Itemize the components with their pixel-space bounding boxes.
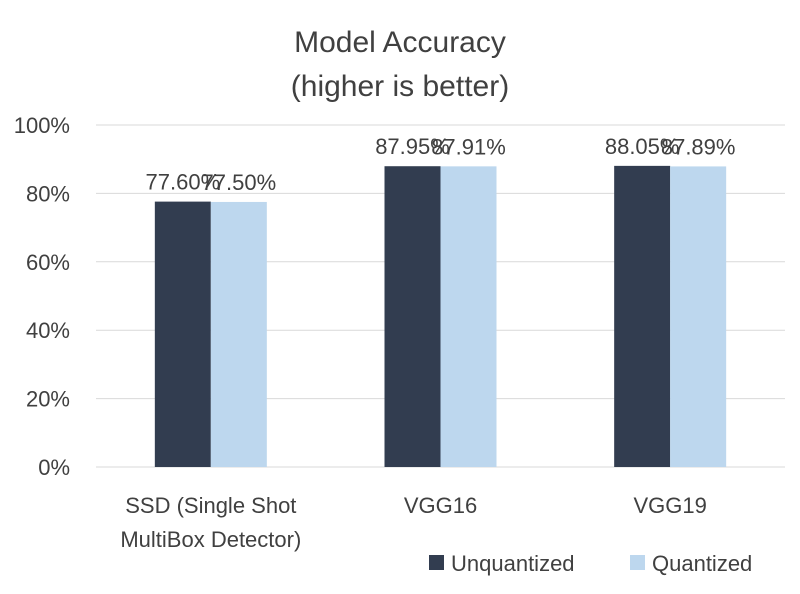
data-label: 88.05% [605, 134, 680, 159]
bar-quantized [440, 166, 497, 468]
data-label: 77.60% [146, 170, 221, 195]
bar-unquantized [384, 166, 441, 467]
legend-swatch-quantized [630, 555, 645, 570]
data-label: 77.50% [202, 170, 277, 195]
bar-unquantized [154, 201, 211, 467]
bar-quantized [670, 166, 727, 467]
data-label: 87.89% [661, 134, 736, 159]
data-label: 87.91% [431, 134, 506, 159]
x-category-label: SSD (Single Shot [125, 493, 296, 518]
y-tick-label: 60% [26, 250, 70, 275]
legend-label-quantized: Quantized [652, 551, 752, 576]
chart-subtitle: (higher is better) [291, 70, 509, 103]
x-category-label: VGG16 [404, 493, 477, 518]
bars [154, 165, 727, 468]
bar-quantized [210, 201, 267, 467]
x-category-label: MultiBox Detector) [120, 527, 301, 552]
y-tick-label: 100% [14, 113, 70, 138]
legend-swatch-unquantized [429, 555, 444, 570]
chart-title: Model Accuracy [294, 26, 506, 59]
x-category-label: VGG19 [633, 493, 706, 518]
x-axis-categories: SSD (Single Shot MultiBox Detector) VGG16 V… [120, 493, 706, 552]
y-tick-label: 80% [26, 181, 70, 206]
y-tick-label: 20% [26, 387, 70, 412]
y-axis-ticks: 0% 20% 40% 60% 80% 100% [14, 113, 70, 480]
y-tick-label: 40% [26, 318, 70, 343]
legend: Unquantized Quantized [429, 551, 752, 576]
y-tick-label: 0% [38, 455, 70, 480]
bar-unquantized [614, 165, 671, 467]
legend-label-unquantized: Unquantized [451, 551, 575, 576]
data-labels: 77.60%77.50% 87.95%87.91% 88.05%87.89% [146, 134, 736, 195]
data-label: 87.95% [375, 134, 450, 159]
